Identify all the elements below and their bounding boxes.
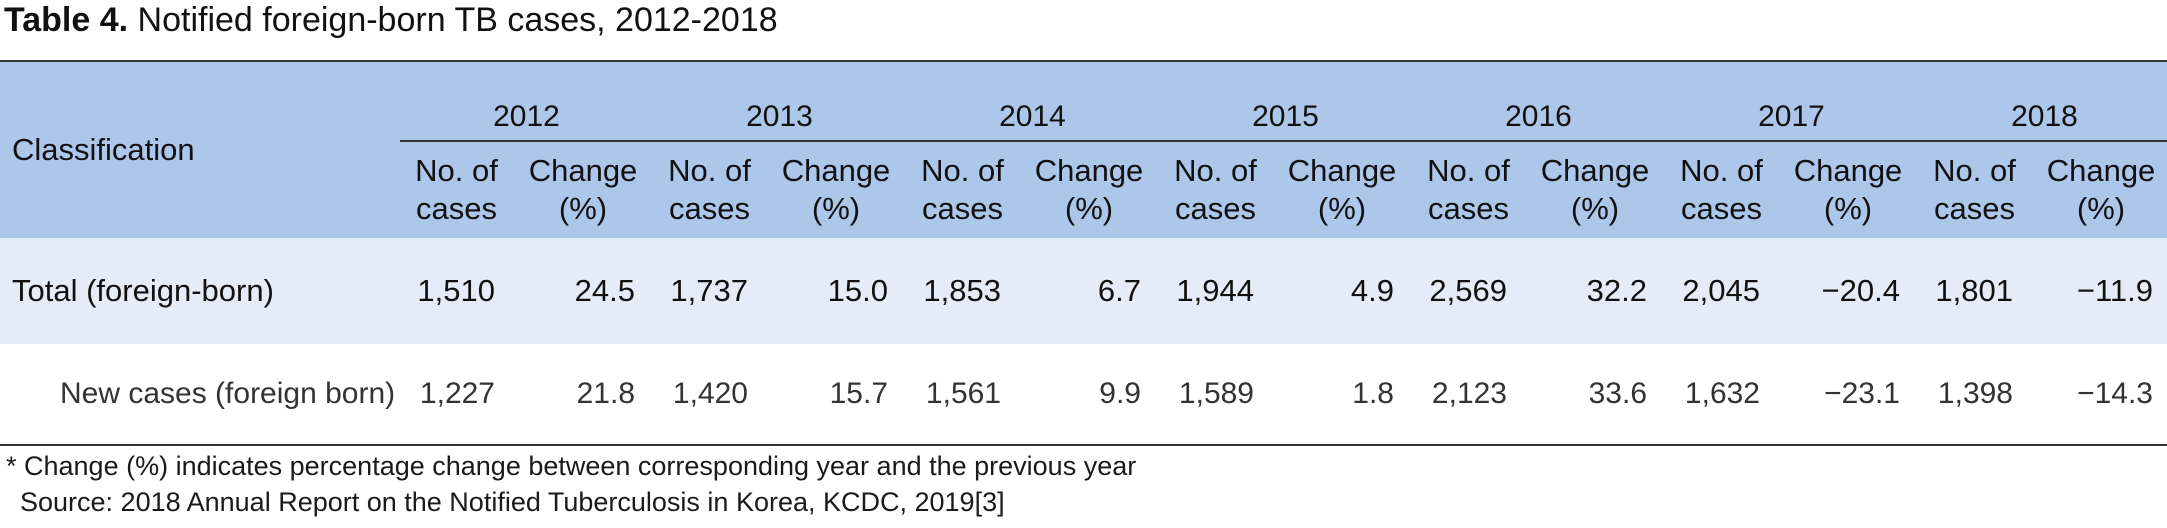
cases-value: 2,045 <box>1665 238 1778 344</box>
cases-value: 1,737 <box>653 238 766 344</box>
table-title-text: Notified foreign-born TB cases, 2012-201… <box>137 1 778 39</box>
header-row-years: Classification 2012 2013 2014 2015 2016 … <box>0 60 2167 238</box>
change-header: Change (%) <box>1778 141 1918 238</box>
year-header: 2017 <box>1665 60 1918 142</box>
change-value: 6.7 <box>1019 238 1159 344</box>
table-label: Table 4. <box>4 1 129 39</box>
table-title: Table 4. Notified foreign-born TB cases,… <box>4 0 778 40</box>
change-value: 15.0 <box>766 238 906 344</box>
change-value: −11.9 <box>2031 238 2167 344</box>
cases-value: 1,589 <box>1159 344 1272 446</box>
cases-header: No. of cases <box>653 141 766 238</box>
year-header: 2012 <box>400 60 653 142</box>
change-value: 15.7 <box>766 344 906 446</box>
change-value: −14.3 <box>2031 344 2167 446</box>
year-header: 2018 <box>1918 60 2167 142</box>
header-row-subcolumns: No. of cases Change (%) No. of cases Cha… <box>0 141 2167 238</box>
year-header: 2014 <box>906 60 1159 142</box>
cases-value: 1,944 <box>1159 238 1272 344</box>
change-header: Change (%) <box>766 141 906 238</box>
year-header: 2016 <box>1412 60 1665 142</box>
cases-header: No. of cases <box>1665 141 1778 238</box>
change-header: Change (%) <box>2031 141 2167 238</box>
change-value: 32.2 <box>1525 238 1665 344</box>
change-header: Change (%) <box>513 141 653 238</box>
source-note: Source: 2018 Annual Report on the Notifi… <box>20 487 1005 517</box>
table-row-total: Total (foreign-born) 1,510 24.5 1,737 15… <box>0 238 2167 344</box>
year-header: 2013 <box>653 60 906 142</box>
change-value: −23.1 <box>1778 344 1918 446</box>
change-value: 33.6 <box>1525 344 1665 446</box>
cases-value: 1,398 <box>1918 344 2031 446</box>
change-value: 24.5 <box>513 238 653 344</box>
cases-value: 1,227 <box>400 344 513 446</box>
cases-value: 1,510 <box>400 238 513 344</box>
cases-header: No. of cases <box>1918 141 2031 238</box>
footnote: * Change (%) indicates percentage change… <box>6 451 1137 481</box>
year-header: 2015 <box>1159 60 1412 142</box>
change-value: 9.9 <box>1019 344 1159 446</box>
data-table: Classification 2012 2013 2014 2015 2016 … <box>0 60 2167 446</box>
change-value: 1.8 <box>1272 344 1412 446</box>
change-header: Change (%) <box>1272 141 1412 238</box>
table-notes: * Change (%) indicates percentage change… <box>6 448 1136 520</box>
row-label-new-cases: New cases (foreign born) <box>0 344 400 446</box>
cases-header: No. of cases <box>1412 141 1525 238</box>
change-value: 21.8 <box>513 344 653 446</box>
row-label-total: Total (foreign-born) <box>0 238 400 344</box>
cases-header: No. of cases <box>400 141 513 238</box>
cases-value: 2,123 <box>1412 344 1525 446</box>
change-value: −20.4 <box>1778 238 1918 344</box>
cases-value: 1,561 <box>906 344 1019 446</box>
cases-value: 2,569 <box>1412 238 1525 344</box>
table-row-new-cases: New cases (foreign born) 1,227 21.8 1,42… <box>0 344 2167 446</box>
cases-value: 1,853 <box>906 238 1019 344</box>
cases-header: No. of cases <box>1159 141 1272 238</box>
cases-value: 1,632 <box>1665 344 1778 446</box>
classification-header: Classification <box>0 60 400 238</box>
cases-value: 1,801 <box>1918 238 2031 344</box>
change-value: 4.9 <box>1272 238 1412 344</box>
cases-header: No. of cases <box>906 141 1019 238</box>
change-header: Change (%) <box>1525 141 1665 238</box>
cases-value: 1,420 <box>653 344 766 446</box>
change-header: Change (%) <box>1019 141 1159 238</box>
